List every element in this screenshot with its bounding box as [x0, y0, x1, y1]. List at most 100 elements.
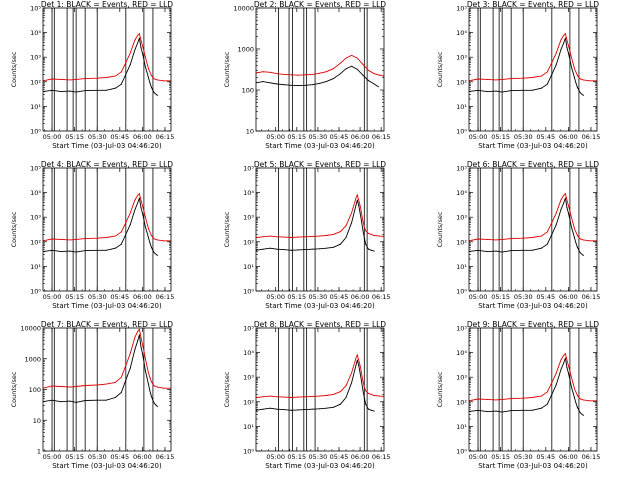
events-point — [125, 233, 127, 235]
events-point — [546, 243, 548, 245]
lld-point — [269, 71, 271, 73]
events-point — [351, 382, 353, 384]
events-point — [495, 90, 497, 92]
lld-point — [96, 77, 98, 79]
events-point — [96, 249, 98, 251]
events-point — [578, 89, 580, 91]
events-point — [461, 414, 462, 415]
y-axis-label: Counts/sec — [10, 51, 18, 87]
lld-point — [566, 199, 568, 201]
lld-point — [297, 396, 299, 398]
events-point — [365, 243, 367, 245]
y-tick-label: 10¹ — [243, 263, 254, 271]
events-point — [125, 73, 127, 75]
events-point — [35, 405, 36, 406]
events-point — [368, 248, 369, 250]
lld-point — [501, 398, 503, 400]
events-point — [332, 246, 334, 248]
x-tick-label: 06:00 — [351, 293, 370, 301]
lld-point — [60, 78, 62, 80]
events-point — [362, 389, 364, 391]
lld-point — [351, 212, 353, 214]
events-point — [156, 406, 158, 407]
x-tick-label: 06:15 — [156, 133, 175, 141]
lld-point — [163, 240, 164, 242]
chart-title: Det 1: BLACK = Events, RED = LLD — [41, 0, 173, 9]
lld-point — [566, 359, 568, 361]
x-axis-label: Start Time (03-Jul-03 04:46:20) — [52, 462, 162, 470]
lld-series-line — [469, 352, 597, 402]
lld-point — [379, 74, 381, 76]
events-point — [138, 334, 140, 336]
events-point — [51, 89, 53, 91]
lld-point — [560, 199, 562, 201]
lld-point — [510, 398, 512, 400]
y-axis-label: Counts/sec — [223, 371, 231, 407]
x-tick-label: 05:30 — [88, 133, 107, 141]
plot-frame — [468, 7, 598, 132]
lld-point — [149, 71, 151, 73]
lld-point — [363, 386, 365, 388]
lld-point — [129, 52, 131, 54]
events-series-line — [43, 334, 158, 407]
y-tick-label: 10¹ — [30, 263, 41, 271]
x-tick-label: 05:30 — [88, 453, 107, 461]
events-point — [153, 92, 155, 94]
events-point — [141, 212, 143, 214]
y-tick-label: 10¹ — [30, 103, 41, 111]
lld-series-line — [43, 32, 171, 82]
x-tick-label: 05:30 — [514, 133, 533, 141]
events-point — [355, 365, 357, 366]
x-tick-label: 06:00 — [133, 293, 152, 301]
events-point — [564, 37, 566, 39]
x-tick-label: 06:00 — [133, 133, 152, 141]
y-tick-label: 10 — [246, 128, 254, 136]
events-point — [573, 77, 575, 78]
events-point — [114, 87, 116, 89]
x-tick-label: 05:45 — [330, 453, 349, 461]
lld-point — [152, 77, 154, 78]
events-point — [572, 231, 574, 233]
lld-point — [156, 79, 158, 81]
y-tick-label: 10⁴ — [456, 29, 467, 37]
events-point — [566, 206, 568, 208]
lld-point — [153, 385, 155, 387]
events-point — [304, 249, 306, 251]
events-point — [276, 83, 278, 85]
lld-point — [84, 238, 86, 240]
lld-point — [351, 54, 353, 56]
events-point — [138, 197, 140, 199]
x-tick-label: 06:00 — [351, 133, 370, 141]
lld-point — [569, 370, 571, 372]
events-point — [569, 379, 571, 381]
events-point — [262, 408, 264, 410]
events-point — [150, 246, 152, 248]
lld-point — [531, 237, 533, 238]
events-point — [373, 410, 375, 412]
events-point — [75, 91, 77, 93]
events-point — [359, 372, 361, 374]
lld-point — [373, 73, 375, 75]
y-tick-label: 10³ — [30, 54, 41, 62]
lld-point — [269, 395, 271, 397]
lld-point — [576, 395, 578, 396]
lld-point — [143, 350, 145, 352]
lld-point — [304, 396, 306, 398]
events-point — [540, 407, 542, 409]
y-tick-label: 10⁵ — [30, 5, 41, 13]
events-point — [564, 357, 566, 359]
x-tick-label: 05:15 — [65, 133, 84, 141]
events-point — [572, 71, 574, 73]
lld-point — [311, 395, 313, 397]
events-point — [345, 397, 347, 398]
events-point — [361, 220, 362, 222]
y-tick-label: 10⁴ — [456, 189, 467, 197]
x-tick-label: 05:00 — [266, 133, 285, 141]
events-point — [373, 250, 375, 252]
x-tick-label: 06:00 — [559, 133, 578, 141]
lld-point — [339, 231, 341, 233]
lld-point — [560, 39, 562, 41]
lld-point — [351, 372, 353, 374]
events-series-line — [256, 199, 375, 252]
chart-panel-1: Det 1: BLACK = Events, RED = LLD Counts/s… — [10, 0, 174, 150]
